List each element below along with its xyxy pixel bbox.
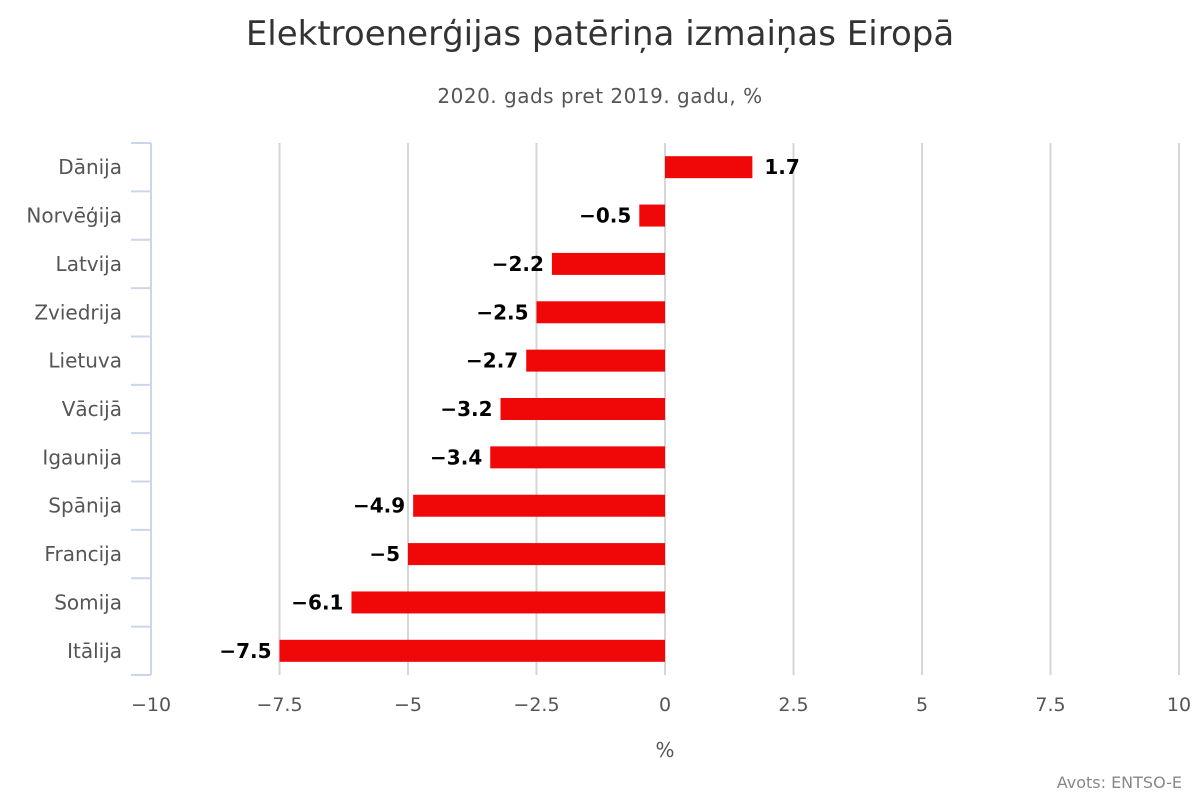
bar	[551, 252, 665, 275]
x-tick-label: −10	[131, 694, 171, 716]
source-credit: Avots: ENTSO-E	[1056, 773, 1182, 792]
x-tick-label: 2.5	[778, 694, 808, 716]
category-label: Somija	[54, 590, 122, 614]
bar	[526, 349, 665, 372]
x-tick-label: −7.5	[256, 694, 302, 716]
x-tick-labels: −10 −7.5 −5 −2.5 0 2.5 5 7.5 10	[131, 694, 1191, 716]
x-tick-label: −5	[394, 694, 422, 716]
category-label: Zviedrija	[34, 300, 122, 324]
x-tick-label: 10	[1167, 694, 1191, 716]
data-label: −6.1	[291, 590, 343, 614]
data-label: −0.5	[579, 204, 631, 228]
data-label: −4.9	[353, 494, 405, 518]
data-label: −2.7	[466, 349, 518, 373]
x-tick-label: 7.5	[1035, 694, 1065, 716]
data-label: −2.5	[476, 300, 528, 324]
category-label: Latvija	[56, 252, 122, 276]
data-label: −3.2	[440, 397, 492, 421]
bar	[639, 204, 665, 227]
category-label: Igaunija	[42, 445, 122, 469]
bar	[490, 446, 665, 469]
category-label: Norvēģija	[26, 204, 122, 228]
data-labels: 1.7 −0.5 −2.2 −2.5 −2.7 −3.2 −3.4 −4.9 −5 −6.1 −7.…	[219, 155, 800, 663]
bar	[351, 591, 665, 614]
category-label: Itālija	[67, 639, 122, 663]
bar	[536, 301, 665, 324]
category-label: Dānija	[58, 155, 122, 179]
x-axis-title: %	[655, 738, 674, 762]
x-tick-label: 5	[916, 694, 928, 716]
category-label: Spānija	[48, 494, 122, 518]
category-labels: Dānija Norvēģija Latvija Zviedrija Lietuva Vā…	[26, 155, 122, 663]
bar	[408, 543, 665, 566]
category-label: Francija	[44, 542, 122, 566]
x-tick-label: −2.5	[513, 694, 559, 716]
chart-title: Elektroenerģijas patēriņa izmaiņas Eirop…	[245, 14, 955, 54]
bar	[500, 398, 665, 420]
data-label: −3.4	[430, 445, 482, 469]
bar	[413, 494, 665, 517]
data-label: −2.2	[492, 252, 544, 276]
data-label: 1.7	[764, 155, 799, 179]
category-axis	[131, 142, 152, 676]
data-label: −7.5	[219, 639, 271, 663]
category-label: Lietuva	[48, 349, 122, 373]
chart-subtitle: 2020. gads pret 2019. gadu, %	[437, 84, 763, 108]
data-label: −5	[369, 542, 400, 566]
bar	[665, 156, 753, 179]
bars	[279, 156, 753, 662]
x-tick-label: 0	[659, 694, 671, 716]
category-label: Vācijā	[62, 397, 122, 421]
bar	[279, 639, 665, 662]
